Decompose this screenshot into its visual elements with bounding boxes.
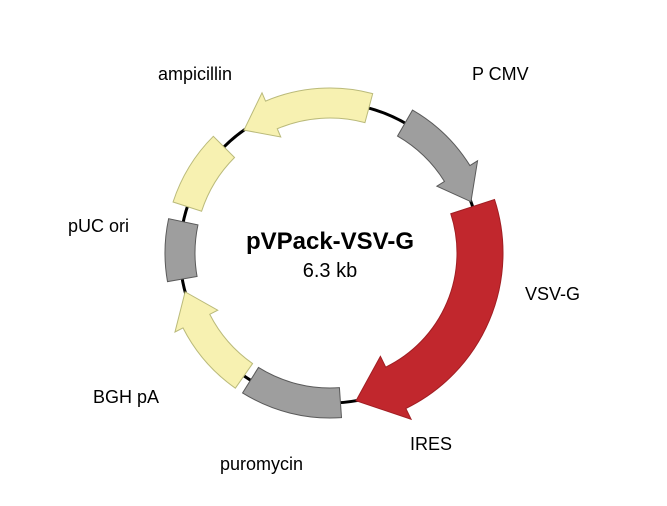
label-p_cmv: P CMV: [472, 64, 529, 84]
plasmid-map: pVPack-VSV-G 6.3 kb P CMV VSV-G IRES puromy…: [0, 0, 667, 506]
label-puromycin: puromycin: [220, 454, 303, 474]
label-vsv_g: VSV-G: [525, 284, 580, 304]
feature-ampicillin: [244, 88, 373, 137]
feature-bgh_pa: [165, 219, 198, 282]
plasmid-size: 6.3 kb: [303, 260, 357, 282]
label-puc_ori: pUC ori: [68, 216, 129, 236]
feature-puromycin: [175, 292, 253, 388]
feature-ires: [243, 367, 342, 418]
label-ires: IRES: [410, 434, 452, 454]
feature-p_cmv: [398, 110, 478, 202]
plasmid-name: pVPack-VSV-G: [246, 228, 414, 255]
label-ampicillin: ampicillin: [158, 64, 232, 84]
label-bgh_pa: BGH pA: [93, 387, 159, 407]
